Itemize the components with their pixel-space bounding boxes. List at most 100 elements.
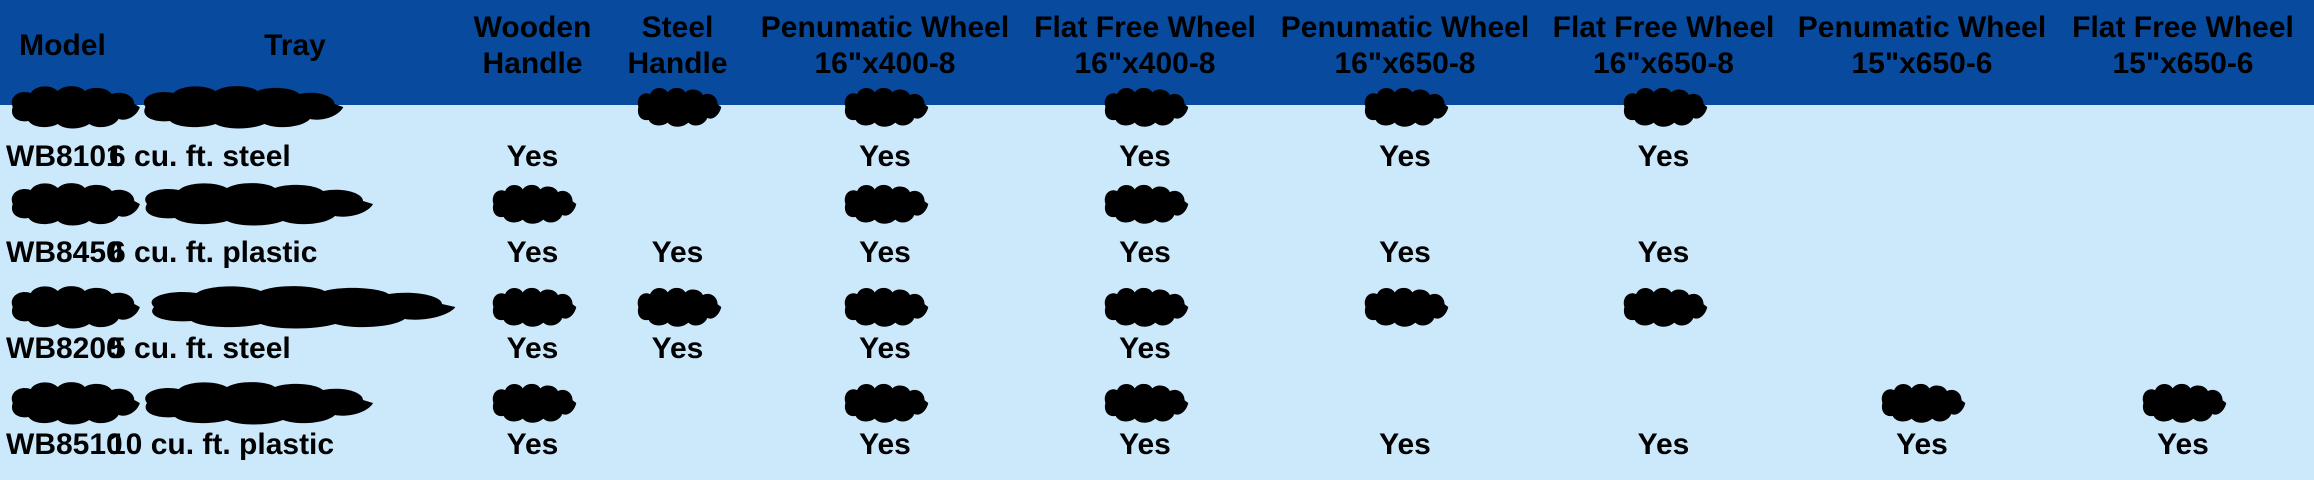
redaction-scribble — [1104, 383, 1189, 423]
cell-value: Yes — [651, 332, 704, 365]
cell-value: Yes — [1119, 236, 1171, 269]
cell-flat-free-wheel-15x650-6 — [2052, 373, 2314, 423]
cell-wooden-handle: Yes — [465, 325, 600, 373]
redaction-scribble — [492, 184, 576, 224]
cell-penumatic-wheel-16x400-8: Yes — [755, 421, 1015, 469]
cell-model: WB8450 — [0, 229, 125, 277]
redaction-scribble — [1104, 87, 1189, 127]
cell-steel-handle — [600, 85, 755, 133]
cell-flat-free-wheel-16x400-8 — [1015, 277, 1275, 327]
column-header-tray: Tray — [264, 28, 326, 62]
cell-value: Yes — [1896, 428, 1948, 461]
cell-wooden-handle: Yes — [465, 421, 600, 469]
table-row-7 — [0, 373, 2314, 425]
redaction-scribble — [492, 287, 576, 327]
column-header-flat-free-wheel-16x400-8: Flat Free Wheel 16"x400-8 — [1034, 10, 1256, 80]
cell-penumatic-wheel-16x650-8: Yes — [1275, 229, 1535, 277]
column-header-penumatic-wheel-15x650-6: Penumatic Wheel 15"x650-6 — [1797, 10, 2047, 80]
cell-steel-handle — [600, 133, 755, 181]
cell-value: Yes — [2157, 428, 2209, 461]
cell-value: Yes — [506, 332, 559, 365]
table-row-8: WB8510 10 cu. ft. plastic Yes Yes Yes Yes Yes Y… — [0, 421, 2314, 469]
redaction-scribble — [2142, 383, 2227, 423]
column-header-flat-free-wheel-15x650-6: Flat Free Wheel 15"x650-6 — [2072, 10, 2294, 80]
cell-flat-free-wheel-15x650-6 — [2052, 277, 2314, 325]
cell-penumatic-wheel-15x650-6: Yes — [1792, 421, 2052, 469]
table-row-5 — [0, 277, 2314, 329]
redaction-scribble — [145, 183, 373, 226]
redaction-scribble — [1364, 287, 1449, 327]
table-body: WB8101 6 cu. ft. steel Yes Yes Yes Yes Yes WB84… — [0, 85, 2314, 469]
redaction-scribble — [844, 287, 929, 327]
cell-penumatic-wheel-15x650-6 — [1792, 181, 2052, 229]
cell-penumatic-wheel-15x650-6 — [1792, 133, 2052, 181]
redaction-scribble — [1623, 287, 1707, 327]
cell-flat-free-wheel-15x650-6 — [2052, 325, 2314, 373]
cell-model: WB8510 — [0, 421, 125, 469]
redaction-scribble — [844, 87, 929, 127]
redaction-scribble — [637, 287, 721, 327]
redaction-scribble — [11, 86, 140, 129]
cell-penumatic-wheel-15x650-6 — [1792, 277, 2052, 325]
cell-value: Yes — [1379, 428, 1431, 461]
cell-value: 10 cu. ft. plastic — [109, 428, 335, 461]
redaction-scribble — [1881, 383, 1966, 423]
cell-penumatic-wheel-16x650-8 — [1275, 181, 1535, 229]
cell-flat-free-wheel-16x400-8 — [1015, 85, 1275, 133]
cell-flat-free-wheel-16x650-8 — [1535, 373, 1792, 421]
cell-flat-free-wheel-16x400-8: Yes — [1015, 229, 1275, 277]
cell-value: Yes — [506, 236, 559, 269]
cell-steel-handle: Yes — [600, 229, 755, 277]
redaction-scribble — [844, 383, 929, 423]
cell-flat-free-wheel-16x400-8: Yes — [1015, 325, 1275, 373]
cell-penumatic-wheel-15x650-6 — [1792, 373, 2052, 423]
cell-value: Yes — [1119, 140, 1171, 173]
cell-wooden-handle — [465, 373, 600, 423]
cell-tray: 5 cu. ft. steel — [109, 325, 465, 373]
cell-flat-free-wheel-16x400-8: Yes — [1015, 133, 1275, 181]
cell-steel-handle: Yes — [600, 325, 755, 373]
cell-penumatic-wheel-16x400-8 — [755, 277, 1015, 327]
redaction-scribble — [1104, 287, 1189, 327]
cell-value: Yes — [1119, 428, 1171, 461]
cell-model — [0, 277, 140, 329]
cell-penumatic-wheel-16x400-8 — [755, 181, 1015, 229]
cell-tray: 6 cu. ft. steel — [109, 133, 465, 181]
cell-flat-free-wheel-16x650-8 — [1535, 85, 1792, 133]
column-header-penumatic-wheel-16x400-8: Penumatic Wheel 16"x400-8 — [760, 10, 1010, 80]
cell-penumatic-wheel-16x650-8 — [1275, 85, 1535, 133]
cell-wooden-handle — [465, 181, 600, 229]
redaction-scribble — [11, 183, 140, 226]
cell-penumatic-wheel-16x400-8: Yes — [755, 229, 1015, 277]
cell-value: Yes — [859, 140, 911, 173]
cell-penumatic-wheel-16x650-8 — [1275, 277, 1535, 327]
cell-penumatic-wheel-16x400-8: Yes — [755, 325, 1015, 373]
cell-penumatic-wheel-16x400-8: Yes — [755, 133, 1015, 181]
cell-penumatic-wheel-16x650-8 — [1275, 325, 1535, 373]
cell-value: Yes — [506, 140, 559, 173]
redaction-scribble — [145, 382, 373, 425]
cell-steel-handle — [600, 421, 755, 469]
cell-wooden-handle — [465, 277, 600, 327]
cell-value: Yes — [1379, 140, 1431, 173]
cell-value: Yes — [859, 236, 911, 269]
column-header-wooden-handle: Wooden Handle — [473, 10, 592, 80]
redaction-scribble — [492, 383, 576, 423]
table-row-3 — [0, 181, 2314, 229]
cell-penumatic-wheel-16x650-8 — [1275, 373, 1535, 421]
cell-flat-free-wheel-16x650-8: Yes — [1535, 133, 1792, 181]
cell-model — [0, 181, 140, 229]
cell-tray: 10 cu. ft. plastic — [109, 421, 465, 469]
redaction-scribble — [11, 382, 140, 425]
cell-value: 5 cu. ft. steel — [109, 332, 291, 365]
table-row-4: WB8450 6 cu. ft. plastic Yes Yes Yes Yes Yes Ye… — [0, 229, 2314, 277]
cell-model: WB8101 — [0, 133, 125, 181]
redaction-scribble — [1364, 87, 1449, 127]
cell-flat-free-wheel-15x650-6 — [2052, 85, 2314, 133]
table-row-1 — [0, 85, 2314, 133]
redaction-scribble — [1623, 87, 1707, 127]
cell-value: Yes — [1637, 140, 1690, 173]
cell-penumatic-wheel-15x650-6 — [1792, 85, 2052, 133]
redaction-scribble — [11, 286, 140, 329]
column-header-steel-handle: Steel Handle — [627, 10, 728, 80]
